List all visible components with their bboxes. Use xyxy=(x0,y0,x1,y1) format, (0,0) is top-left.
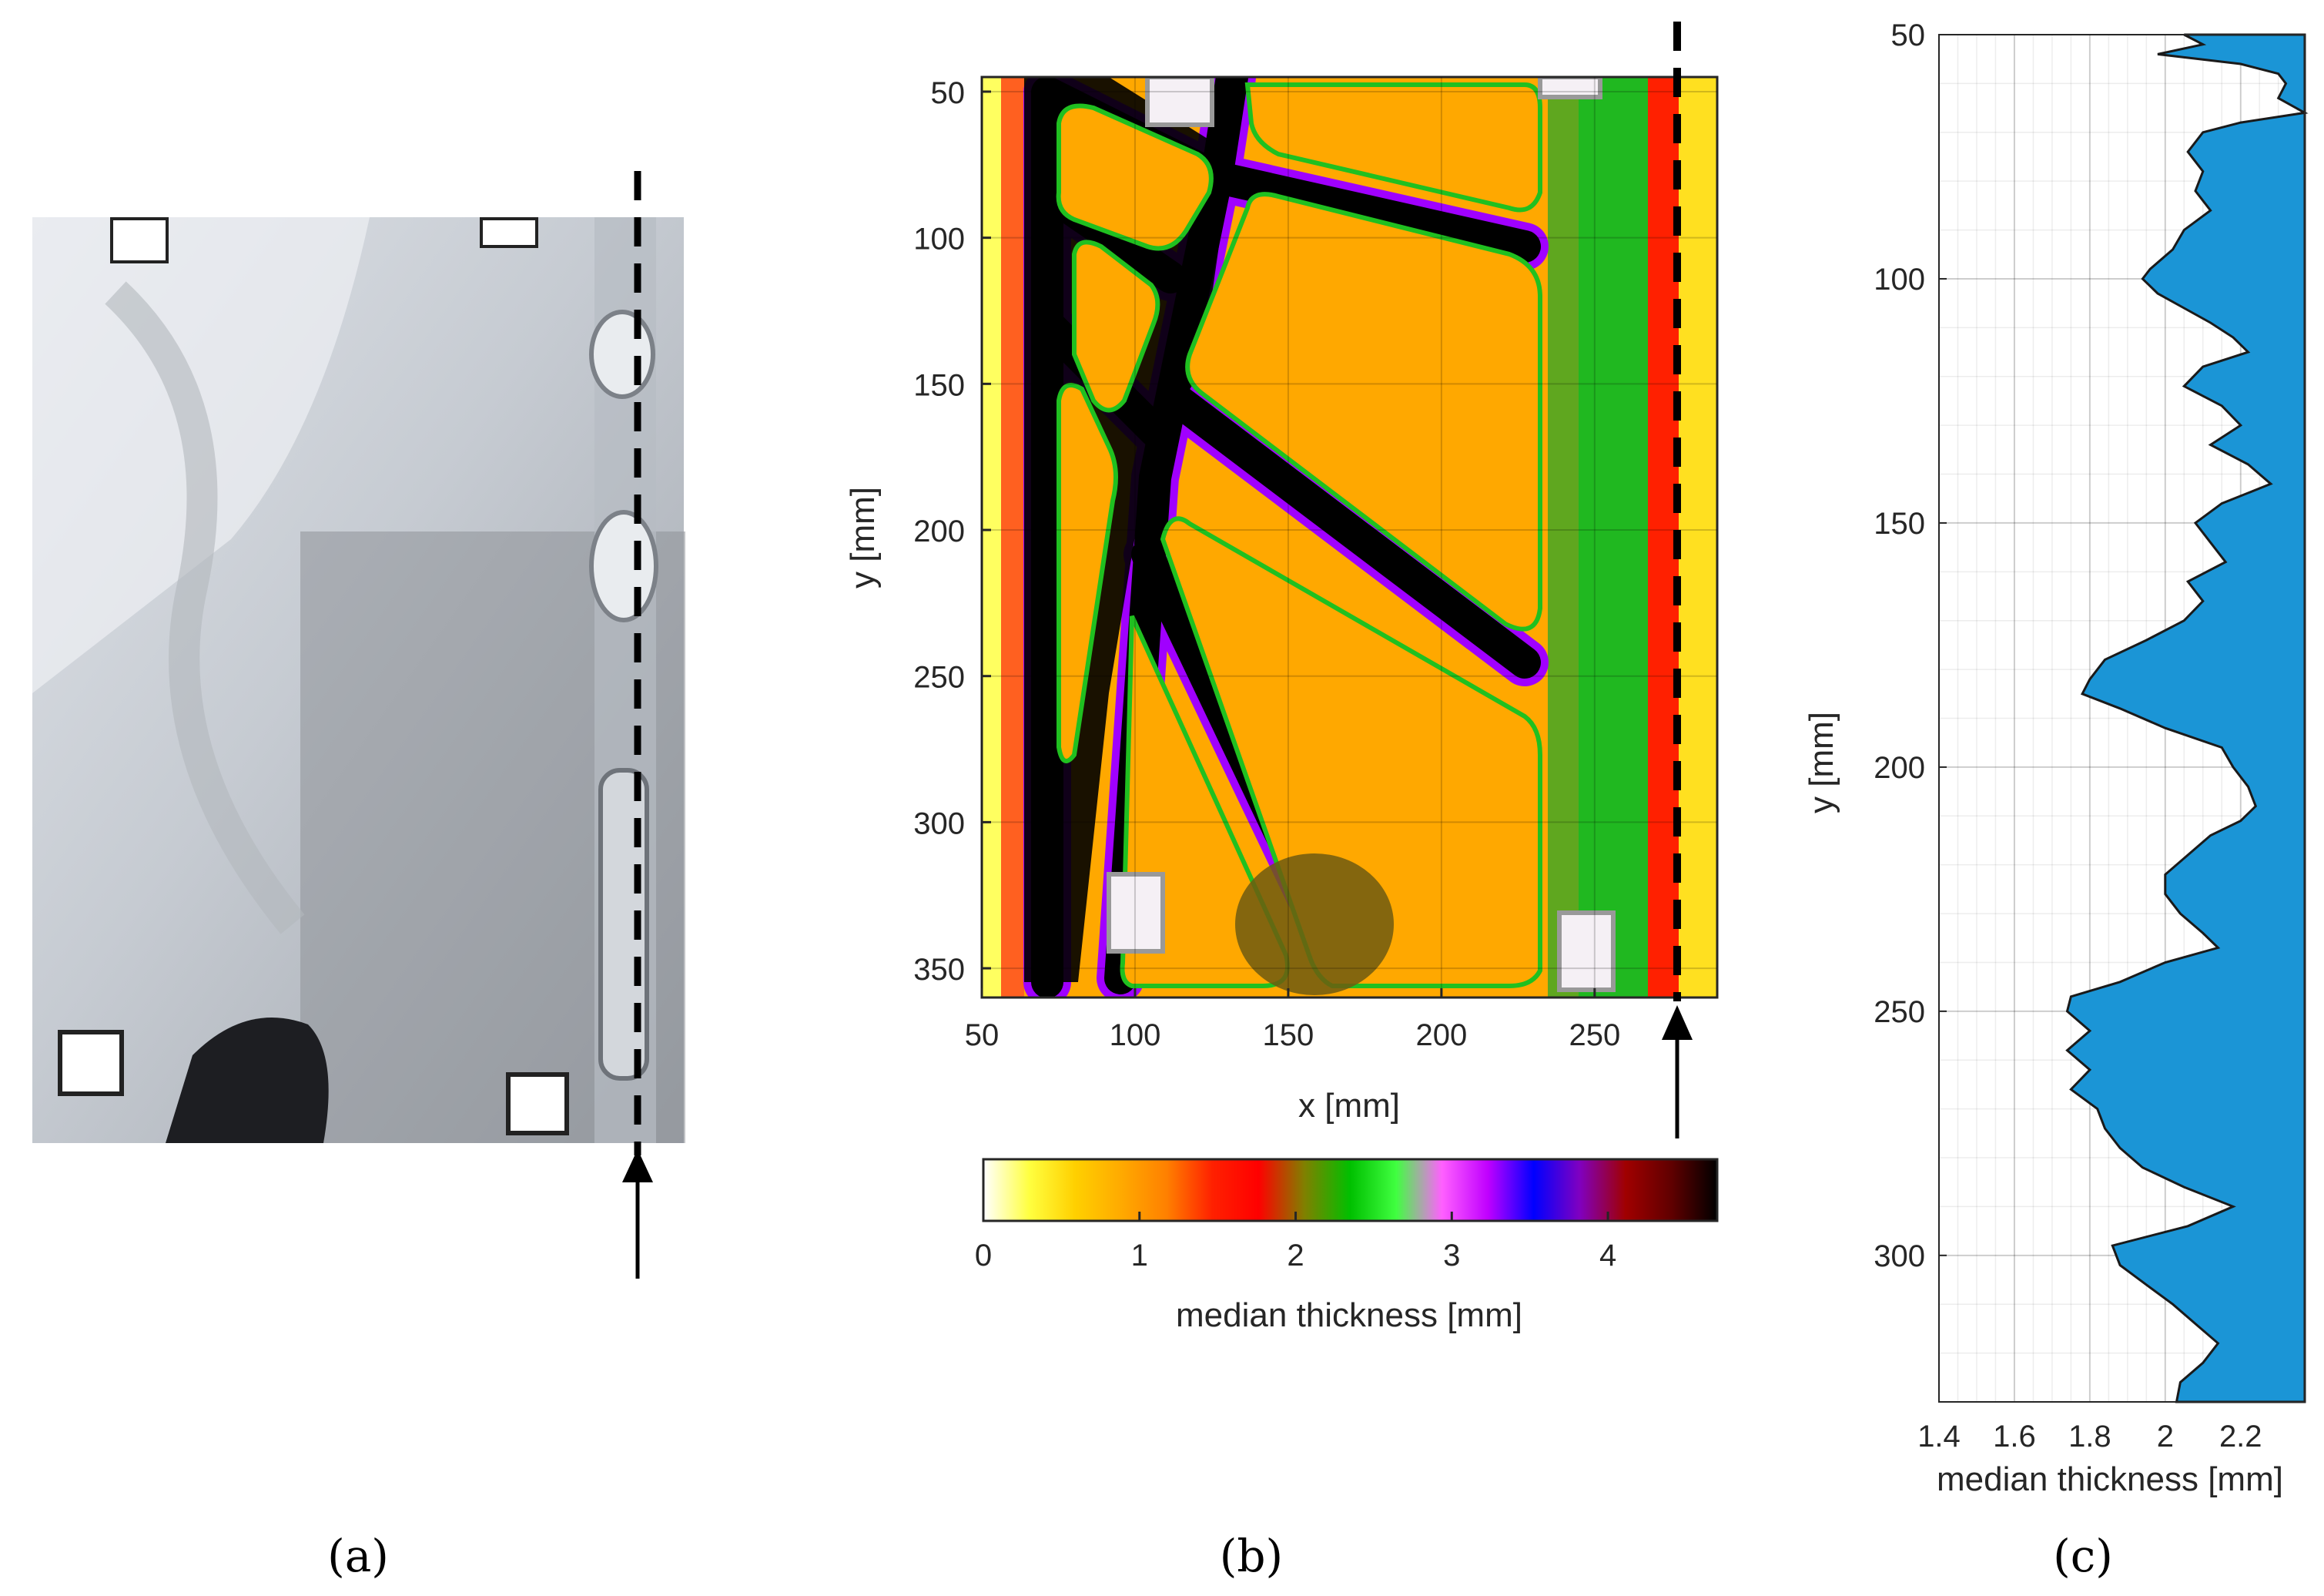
scan-arrowhead-a xyxy=(622,1149,653,1182)
heatmap-y-ticks: 50 100 150 200 250 300 350 xyxy=(913,76,991,987)
heatmap-ytick-label: 350 xyxy=(913,953,965,987)
colorbar-label: median thickness [mm] xyxy=(1176,1296,1522,1334)
profile-y-ticks: 50 100 150 200 250 300 xyxy=(1874,18,1947,1273)
photo-marker-3 xyxy=(58,1030,124,1096)
profile-ytick-label: 50 xyxy=(1891,18,1926,52)
heatmap-ytick-label: 150 xyxy=(913,368,965,402)
colorbar-tick-label: 4 xyxy=(1599,1239,1616,1272)
photo-cable xyxy=(105,281,305,934)
heatmap-ylabel: y [mm] xyxy=(844,487,882,588)
photo-bead-1 xyxy=(589,310,655,399)
profile-xtick-label: 2.2 xyxy=(2219,1420,2262,1454)
profile-area xyxy=(2065,33,2309,1403)
heatmap-left-edge-2 xyxy=(1001,77,1024,998)
colorbar-tick-label: 1 xyxy=(1131,1239,1148,1272)
heatmap-xtick-label: 100 xyxy=(1110,1018,1161,1052)
heatmap-x-ticks: 50 100 150 200 250 xyxy=(965,988,1620,1052)
heatmap-patch-4 xyxy=(1557,910,1616,992)
photo-marker-1 xyxy=(110,217,169,263)
profile-ytick-label: 150 xyxy=(1874,507,1925,541)
heatmap-grid xyxy=(981,77,1717,998)
heatmap-image xyxy=(982,77,1717,998)
heatmap-panel: 50 100 150 200 250 50 100 150 200 250 300 350 x [m… xyxy=(844,22,1719,1334)
heatmap-patch-2 xyxy=(1538,77,1602,99)
panel-label-b: (b) xyxy=(1220,1530,1283,1582)
photo-marker-2 xyxy=(480,217,538,248)
heatmap-cell-2 xyxy=(1072,240,1160,413)
heatmap-ytick-label: 200 xyxy=(913,515,965,548)
heatmap-patch-3 xyxy=(1107,872,1165,954)
colorbar-tick-label: 2 xyxy=(1287,1239,1304,1272)
photo-marker-4 xyxy=(506,1072,569,1135)
scan-arrowhead-b xyxy=(1662,1005,1693,1040)
heatmap-cell-4 xyxy=(1244,82,1542,213)
heatmap-olive-band xyxy=(1548,77,1579,998)
profile-xtick-label: 1.4 xyxy=(1917,1420,1961,1454)
heatmap-ytick-label: 100 xyxy=(913,223,965,256)
heatmap-patch-1 xyxy=(1145,77,1214,127)
profile-xlabel: median thickness [mm] xyxy=(1937,1460,2283,1498)
heatmap-ytick-label: 50 xyxy=(931,76,966,110)
colorbar-tick-label: 3 xyxy=(1443,1239,1460,1272)
profile-ytick-label: 100 xyxy=(1874,263,1925,297)
heatmap-cell-3 xyxy=(1057,383,1118,763)
heatmap-cell-5 xyxy=(1185,192,1542,632)
profile-ylabel: y [mm] xyxy=(1803,712,1840,813)
heatmap-xtick-label: 150 xyxy=(1263,1018,1314,1052)
colorbar-tick-label: 0 xyxy=(975,1239,992,1272)
profile-ytick-label: 200 xyxy=(1874,751,1925,785)
profile-ytick-label: 250 xyxy=(1874,995,1925,1029)
heatmap-xtick-label: 200 xyxy=(1416,1018,1468,1052)
heatmap-ytick-label: 250 xyxy=(913,661,965,695)
heatmap-circle xyxy=(1235,853,1394,995)
heatmap-yellow-band xyxy=(1679,77,1717,998)
profile-xtick-label: 1.8 xyxy=(2068,1420,2111,1454)
heatmap-xtick-label: 50 xyxy=(965,1018,1000,1052)
heatmap-axes-box xyxy=(980,75,1719,999)
heatmap-cell-1 xyxy=(1056,103,1214,251)
profile-panel: 1.4 1.6 1.8 2 2.2 50 100 150 200 250 300 median t… xyxy=(1803,18,2309,1498)
profile-ytick-label: 300 xyxy=(1874,1239,1925,1273)
profile-xtick-label: 1.6 xyxy=(1993,1420,2036,1454)
colorbar xyxy=(982,1158,1719,1222)
profile-xtick-label: 2 xyxy=(2157,1420,2174,1454)
photo-panel xyxy=(32,171,685,1279)
photo-bead-2 xyxy=(589,510,658,622)
photo-shadow xyxy=(300,531,685,1143)
heatmap-ytick-label: 300 xyxy=(913,806,965,840)
panel-label-a: (a) xyxy=(327,1530,389,1582)
profile-axes-box xyxy=(1938,34,2306,1403)
profile-x-ticks: 1.4 1.6 1.8 2 2.2 xyxy=(1917,1420,2262,1454)
photo-nozzle xyxy=(166,1018,329,1143)
heatmap-xtick-label: 250 xyxy=(1569,1018,1620,1052)
panel-label-c: (c) xyxy=(2053,1530,2113,1582)
heatmap-xlabel: x [mm] xyxy=(1298,1087,1400,1125)
colorbar-ticks: 0 1 2 3 4 xyxy=(975,1212,1616,1272)
